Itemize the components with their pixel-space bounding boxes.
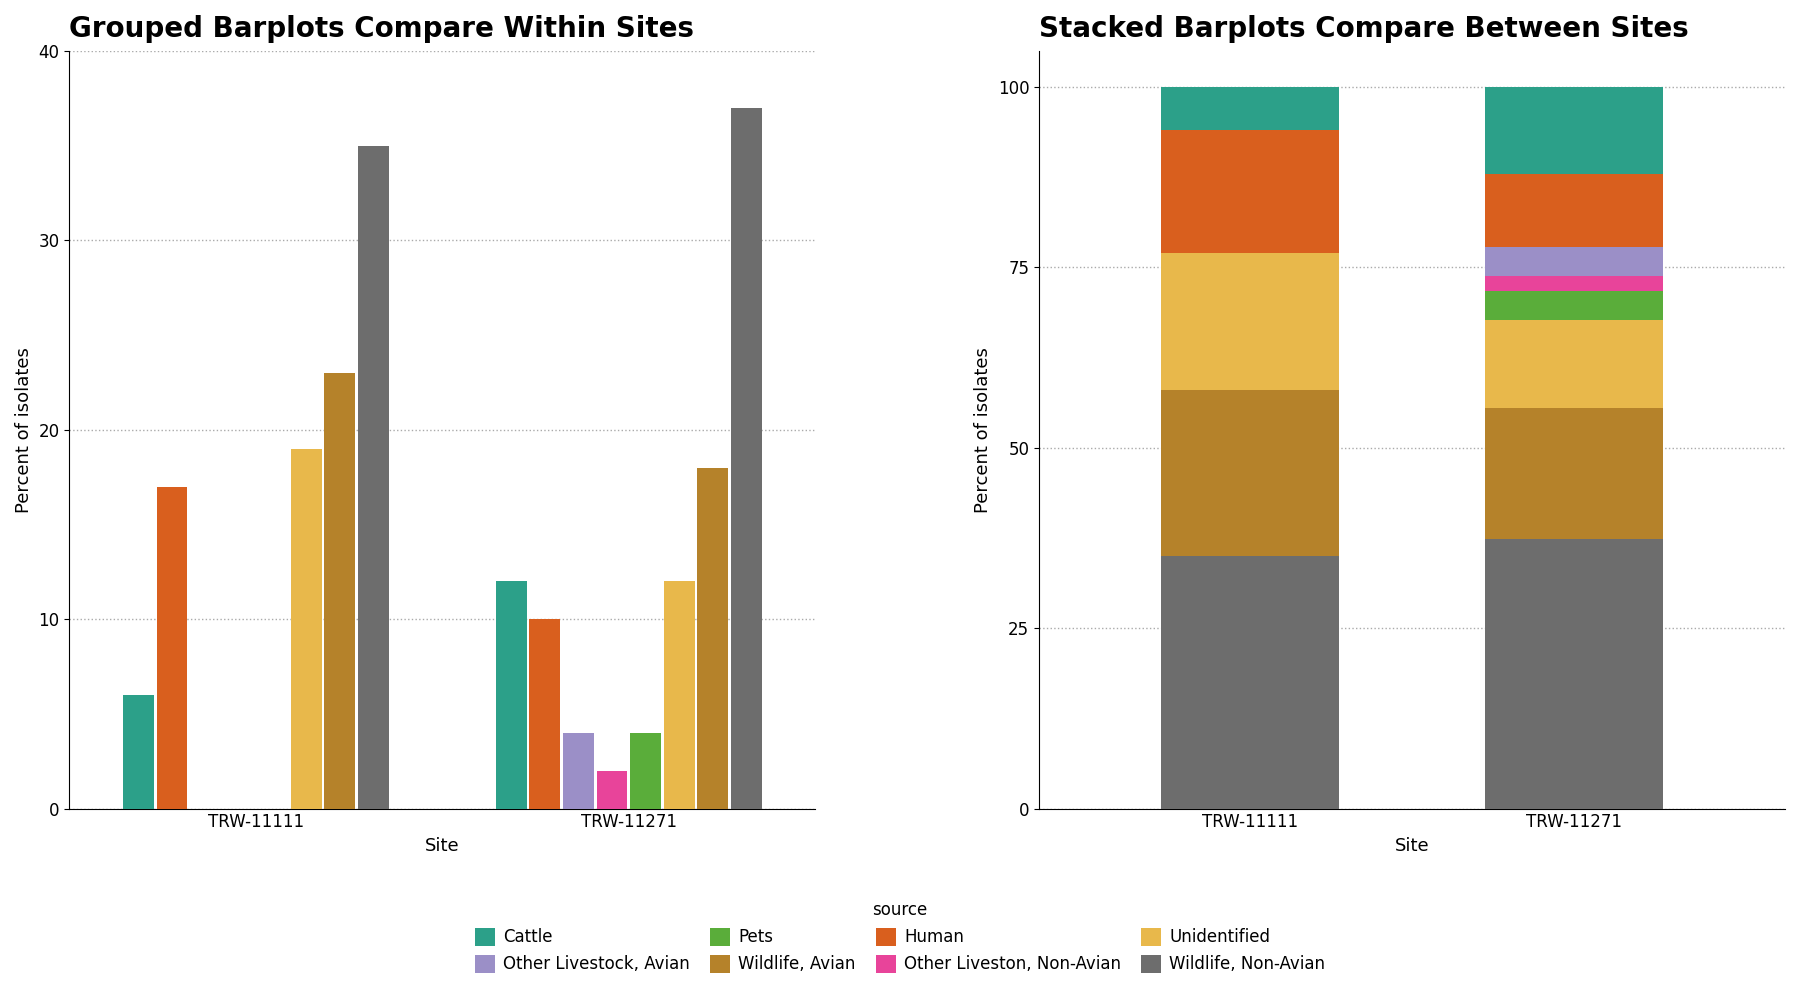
Bar <box>630 733 661 809</box>
Bar <box>1485 276 1663 291</box>
Bar <box>122 695 153 809</box>
Bar <box>1485 247 1663 276</box>
Bar <box>1485 291 1663 320</box>
Bar <box>1161 87 1339 130</box>
X-axis label: Site: Site <box>1395 837 1429 855</box>
Bar <box>664 581 695 809</box>
Bar <box>324 373 355 809</box>
Bar <box>1485 174 1663 247</box>
Bar <box>563 733 594 809</box>
Bar <box>292 449 322 809</box>
Bar <box>731 108 761 809</box>
Bar <box>1161 390 1339 556</box>
Text: Grouped Barplots Compare Within Sites: Grouped Barplots Compare Within Sites <box>70 15 695 43</box>
Bar <box>529 619 560 809</box>
Bar <box>697 468 729 809</box>
Bar <box>1485 408 1663 539</box>
Bar <box>1161 556 1339 809</box>
Bar <box>497 581 527 809</box>
Text: Stacked Barplots Compare Between Sites: Stacked Barplots Compare Between Sites <box>1039 15 1688 43</box>
Legend: Cattle, Other Livestock, Avian, Pets, Wildlife, Avian, Human, Other Liveston, No: Cattle, Other Livestock, Avian, Pets, Wi… <box>466 893 1334 982</box>
Bar <box>1161 130 1339 253</box>
Bar <box>358 146 389 809</box>
Y-axis label: Percent of isolates: Percent of isolates <box>974 347 992 513</box>
Bar <box>1485 87 1663 174</box>
Bar <box>157 487 187 809</box>
Bar <box>596 771 628 809</box>
X-axis label: Site: Site <box>425 837 459 855</box>
Bar <box>1485 539 1663 809</box>
Bar <box>1161 253 1339 390</box>
Y-axis label: Percent of isolates: Percent of isolates <box>14 347 32 513</box>
Bar <box>1485 320 1663 408</box>
